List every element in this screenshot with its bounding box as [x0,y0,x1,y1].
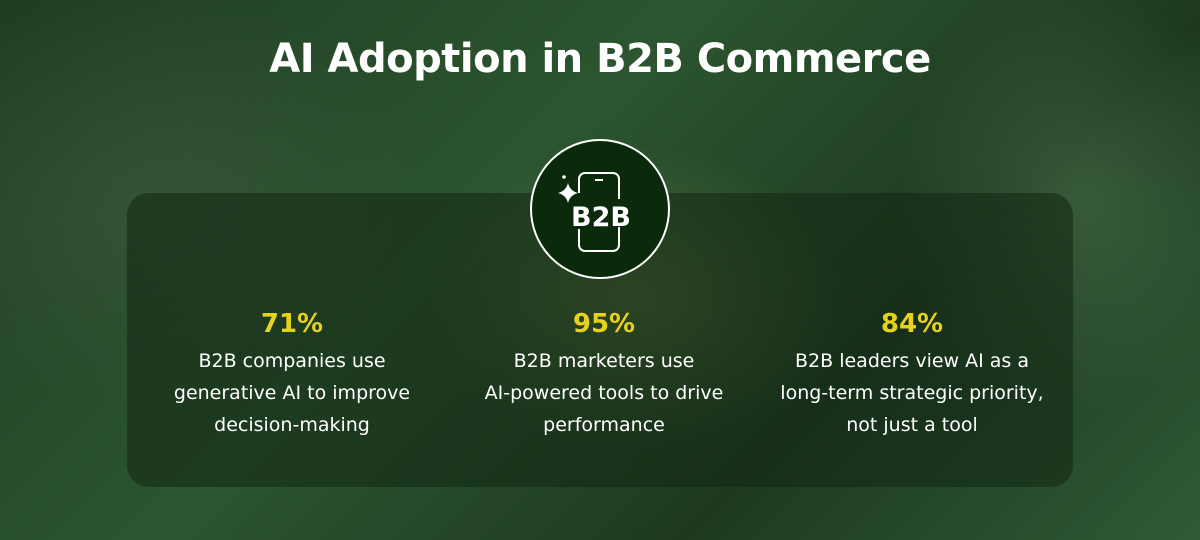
stat-1: 71% B2B companies use generative AI to i… [132,307,452,441]
smartphone-sparkle-icon: B2B [558,172,631,252]
desc-line: performance [543,414,665,436]
b2b-badge: B2B [530,139,670,279]
desc-line: generative AI to improve [173,382,411,404]
stat-value: 71% [260,309,324,339]
stat-description: B2B companies use generative AI to impro… [132,345,452,441]
desc-line: B2B companies use [198,350,386,372]
stat-description: B2B marketers use AI-powered tools to dr… [444,345,764,441]
desc-line: B2B marketers use [513,350,695,372]
stat-3: 84% B2B leaders view AI as a long-term s… [752,307,1072,441]
badge-text: B2B [571,202,631,233]
stat-description: B2B leaders view AI as a long-term strat… [752,345,1072,441]
page-title: AI Adoption in B2B Commerce [269,36,931,82]
desc-line: B2B leaders view AI as a [795,350,1029,372]
desc-line: long-term strategic priority, [780,382,1044,404]
stat-value: 95% [572,309,636,339]
stat-value: 84% [880,309,944,339]
desc-line: AI-powered tools to drive [484,382,724,404]
desc-line: decision-making [214,414,370,436]
stat-2: 95% B2B marketers use AI-powered tools t… [444,307,764,441]
desc-line: not just a tool [846,414,978,436]
